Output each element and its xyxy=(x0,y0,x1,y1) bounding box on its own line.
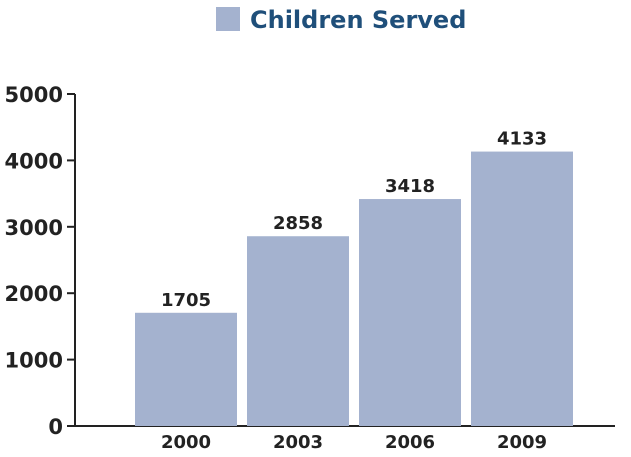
x-axis-labels: 2000 2003 2006 2009 xyxy=(161,432,547,453)
value-labels: 1705 2858 3418 4133 xyxy=(161,129,547,311)
y-tick-label: 1000 xyxy=(5,349,63,373)
bar-2003 xyxy=(247,236,349,426)
y-tick-label: 4000 xyxy=(5,149,63,173)
bar-2000 xyxy=(135,312,237,426)
y-tick-label: 5000 xyxy=(5,83,63,107)
x-tick-label-2000: 2000 xyxy=(161,432,211,453)
x-tick-label-2003: 2003 xyxy=(273,432,323,453)
data-label-2000: 1705 xyxy=(161,290,211,311)
y-axis-ticks: 0 1000 2000 3000 4000 5000 xyxy=(5,83,75,439)
x-tick-label-2006: 2006 xyxy=(385,432,435,453)
bars xyxy=(135,151,573,427)
bar-2009 xyxy=(471,151,573,427)
legend-swatch xyxy=(216,7,240,31)
bar-2006 xyxy=(359,199,461,426)
data-label-2003: 2858 xyxy=(273,213,323,234)
data-label-2009: 4133 xyxy=(497,129,547,150)
legend: Children Served xyxy=(216,6,466,34)
y-tick-label: 2000 xyxy=(5,282,63,306)
y-tick-label: 3000 xyxy=(5,216,63,240)
y-tick-label: 0 xyxy=(48,415,63,439)
legend-label: Children Served xyxy=(250,6,466,34)
data-label-2006: 3418 xyxy=(385,176,435,197)
x-tick-label-2009: 2009 xyxy=(497,432,547,453)
